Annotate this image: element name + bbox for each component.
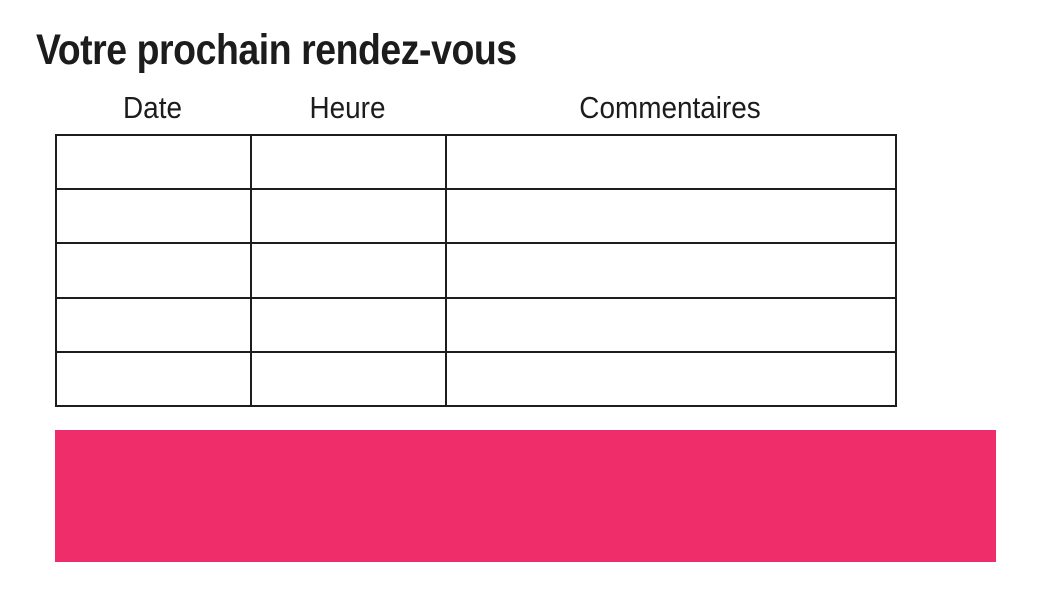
cell-heure [250,188,447,245]
cell-commentaires [445,350,897,408]
cell-heure [250,133,447,191]
cell-commentaires [445,133,897,191]
cell-date [55,350,252,408]
column-header-commentaires: Commentaires [579,90,761,125]
cell-heure [250,242,447,299]
column-header-date: Date [123,90,182,125]
cell-heure [250,350,447,408]
table-row [55,133,897,191]
column-header-heure: Heure [309,90,386,125]
cell-date [55,296,252,353]
highlight-band [55,430,996,562]
cell-commentaires [445,242,897,299]
page-title: Votre prochain rendez-vous [36,26,517,74]
table-row [55,242,897,299]
cell-heure [250,296,447,353]
cell-date [55,133,252,191]
cell-date [55,188,252,245]
cell-commentaires [445,296,897,353]
cell-date [55,242,252,299]
table-column-headers: Date Heure Commentaires [55,90,895,126]
table-row [55,350,897,408]
table-row [55,296,897,353]
cell-commentaires [445,188,897,245]
appointment-table [55,133,897,408]
table-row [55,188,897,245]
